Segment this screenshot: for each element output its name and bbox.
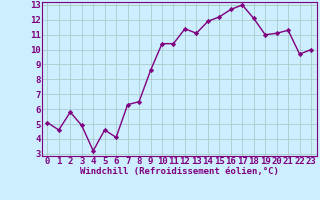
X-axis label: Windchill (Refroidissement éolien,°C): Windchill (Refroidissement éolien,°C): [80, 167, 279, 176]
